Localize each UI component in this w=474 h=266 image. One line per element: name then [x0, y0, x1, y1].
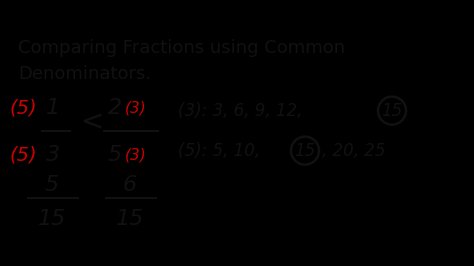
Text: , 20, 25: , 20, 25	[322, 142, 385, 160]
Text: (3): (3)	[125, 100, 147, 115]
Text: 6: 6	[123, 174, 137, 195]
Text: 1: 1	[46, 98, 60, 118]
Text: (3): (3)	[125, 147, 147, 162]
Text: (5): (5)	[10, 98, 37, 117]
Text: 3: 3	[46, 145, 60, 165]
Text: 15: 15	[38, 209, 66, 228]
Text: (5): (5)	[10, 145, 37, 164]
Text: 15: 15	[116, 209, 144, 228]
Text: 15: 15	[294, 142, 316, 160]
Text: 5: 5	[45, 174, 59, 195]
Text: 5: 5	[108, 145, 122, 165]
Text: <: <	[80, 109, 103, 137]
Text: 15: 15	[382, 102, 402, 120]
Text: (3): 3, 6, 9, 12,: (3): 3, 6, 9, 12,	[178, 102, 302, 120]
Text: 2: 2	[108, 98, 122, 118]
Text: (5): 5, 10,: (5): 5, 10,	[178, 142, 260, 160]
Text: Denominators.: Denominators.	[18, 65, 151, 83]
Text: Comparing Fractions using Common: Comparing Fractions using Common	[18, 39, 345, 57]
